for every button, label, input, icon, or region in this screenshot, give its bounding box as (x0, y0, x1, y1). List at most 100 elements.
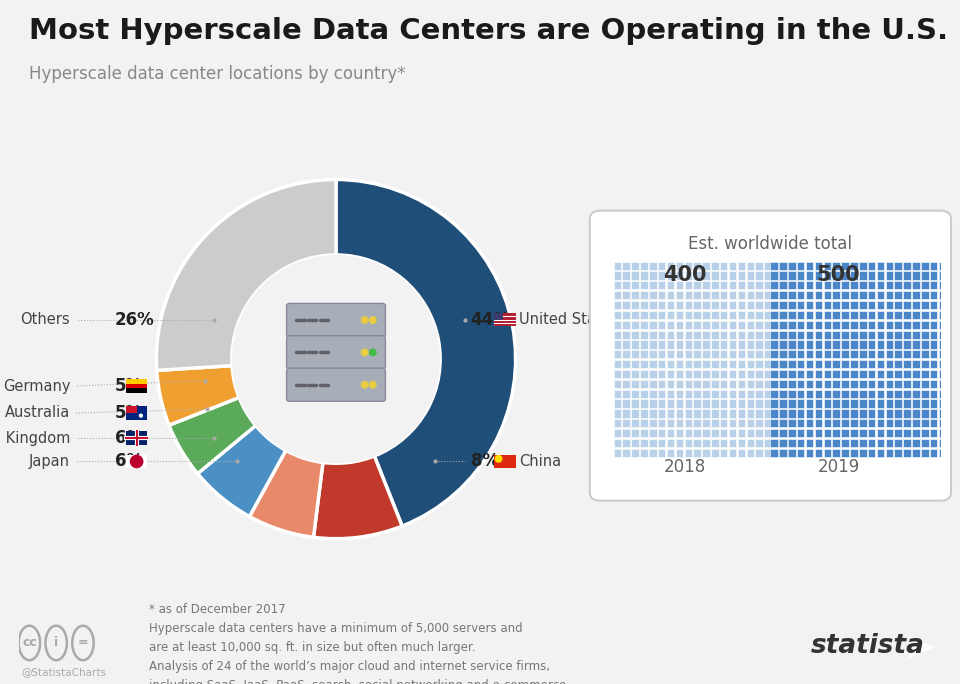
Bar (756, 399, 763, 408)
Bar (720, 390, 728, 398)
Bar (851, 419, 857, 428)
Bar (912, 301, 920, 309)
Bar (756, 281, 763, 289)
Bar (780, 350, 787, 358)
Bar (711, 272, 719, 280)
Bar (756, 419, 763, 428)
Bar (764, 291, 772, 300)
Bar (770, 311, 778, 319)
Bar (126, 406, 148, 420)
Bar (613, 281, 621, 289)
Bar (859, 291, 867, 300)
Bar (815, 390, 822, 398)
Bar (868, 261, 876, 269)
Bar (622, 272, 630, 280)
FancyBboxPatch shape (287, 304, 385, 337)
Text: 44%: 44% (470, 311, 511, 328)
Bar (764, 419, 772, 428)
Bar (895, 311, 902, 319)
Bar (780, 341, 787, 349)
Bar (756, 390, 763, 398)
Bar (756, 272, 763, 280)
Bar (711, 439, 719, 447)
Bar (667, 321, 674, 329)
Bar (815, 370, 822, 378)
Bar (841, 380, 849, 388)
Bar (756, 360, 763, 368)
Bar (832, 370, 840, 378)
Bar (876, 380, 884, 388)
Circle shape (369, 316, 376, 324)
Bar (770, 390, 778, 398)
Bar (921, 341, 928, 349)
Bar (640, 330, 648, 339)
Bar (747, 419, 754, 428)
Bar (756, 341, 763, 349)
Bar (851, 330, 857, 339)
Bar (832, 399, 840, 408)
Bar (912, 321, 920, 329)
Bar (782, 321, 789, 329)
Bar (729, 449, 736, 457)
Bar (711, 261, 719, 269)
Bar (788, 380, 796, 388)
Bar (912, 330, 920, 339)
Bar (949, 380, 957, 388)
Bar (876, 301, 884, 309)
Bar (903, 350, 911, 358)
Bar (788, 291, 796, 300)
Bar (895, 330, 902, 339)
Bar (895, 301, 902, 309)
Bar (684, 449, 692, 457)
Bar (720, 350, 728, 358)
Bar (868, 301, 876, 309)
Bar (832, 261, 840, 269)
Bar (885, 399, 893, 408)
Bar (780, 370, 787, 378)
Bar (885, 449, 893, 457)
Bar (711, 311, 719, 319)
Bar (788, 301, 796, 309)
Bar (720, 281, 728, 289)
Bar (126, 406, 136, 413)
Bar (622, 341, 630, 349)
Bar (876, 390, 884, 398)
Bar (640, 321, 648, 329)
Bar (693, 360, 701, 368)
Bar (939, 409, 947, 417)
Bar (903, 370, 911, 378)
Bar (658, 341, 665, 349)
Bar (885, 291, 893, 300)
Bar (720, 272, 728, 280)
Bar (939, 419, 947, 428)
Bar (939, 439, 947, 447)
Bar (824, 321, 831, 329)
Bar (876, 272, 884, 280)
Bar (658, 419, 665, 428)
Bar (912, 370, 920, 378)
Bar (613, 390, 621, 398)
Bar (658, 321, 665, 329)
Bar (782, 281, 789, 289)
Bar (895, 429, 902, 437)
Bar (632, 439, 638, 447)
Bar (770, 360, 778, 368)
Bar (126, 432, 148, 445)
Bar (815, 341, 822, 349)
Bar (667, 370, 674, 378)
Bar (729, 350, 736, 358)
Bar (756, 311, 763, 319)
Text: 8%: 8% (470, 453, 499, 471)
Bar (780, 409, 787, 417)
Bar (770, 321, 778, 329)
Bar (693, 439, 701, 447)
Bar (903, 449, 911, 457)
Bar (632, 301, 638, 309)
Bar (782, 341, 789, 349)
Bar (684, 311, 692, 319)
Bar (622, 301, 630, 309)
Bar (649, 429, 657, 437)
Bar (770, 439, 778, 447)
Bar (832, 311, 840, 319)
Bar (693, 330, 701, 339)
